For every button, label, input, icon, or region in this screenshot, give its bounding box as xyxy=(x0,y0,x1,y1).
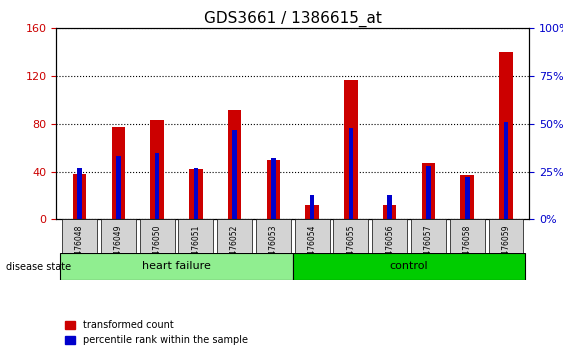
Bar xyxy=(111,127,125,219)
FancyBboxPatch shape xyxy=(62,219,97,253)
FancyBboxPatch shape xyxy=(256,219,291,253)
Text: heart failure: heart failure xyxy=(142,261,211,272)
Text: GSM476054: GSM476054 xyxy=(307,224,316,271)
Bar xyxy=(271,158,276,219)
Bar xyxy=(499,52,513,219)
FancyBboxPatch shape xyxy=(60,253,293,280)
Text: GSM476055: GSM476055 xyxy=(346,224,355,271)
Bar xyxy=(150,120,164,219)
Text: GSM476050: GSM476050 xyxy=(153,224,162,271)
Bar xyxy=(194,168,198,219)
Bar xyxy=(267,160,280,219)
Bar xyxy=(422,163,435,219)
Text: GSM476049: GSM476049 xyxy=(114,224,123,271)
FancyBboxPatch shape xyxy=(333,219,368,253)
Title: GDS3661 / 1386615_at: GDS3661 / 1386615_at xyxy=(204,11,382,27)
Bar xyxy=(228,110,242,219)
Bar xyxy=(465,177,470,219)
Bar xyxy=(77,168,82,219)
Legend: transformed count, percentile rank within the sample: transformed count, percentile rank withi… xyxy=(61,316,252,349)
Bar xyxy=(461,175,474,219)
FancyBboxPatch shape xyxy=(140,219,175,253)
Text: control: control xyxy=(390,261,428,272)
Bar xyxy=(116,156,120,219)
Bar xyxy=(73,174,86,219)
Text: GSM476058: GSM476058 xyxy=(463,224,472,271)
Text: GSM476052: GSM476052 xyxy=(230,224,239,271)
Text: disease state: disease state xyxy=(6,262,71,272)
Text: GSM476048: GSM476048 xyxy=(75,224,84,271)
Text: GSM476051: GSM476051 xyxy=(191,224,200,271)
FancyBboxPatch shape xyxy=(101,219,136,253)
Bar xyxy=(383,205,396,219)
Text: GSM476057: GSM476057 xyxy=(424,224,433,271)
FancyBboxPatch shape xyxy=(178,219,213,253)
FancyBboxPatch shape xyxy=(450,219,485,253)
Bar xyxy=(344,80,358,219)
Text: GSM476053: GSM476053 xyxy=(269,224,278,271)
Bar xyxy=(233,130,237,219)
Bar xyxy=(504,122,508,219)
Bar xyxy=(348,128,353,219)
Bar xyxy=(426,166,431,219)
FancyBboxPatch shape xyxy=(217,219,252,253)
Bar xyxy=(189,169,203,219)
Bar xyxy=(305,205,319,219)
Bar xyxy=(310,195,315,219)
Bar xyxy=(387,195,392,219)
FancyBboxPatch shape xyxy=(489,219,524,253)
FancyBboxPatch shape xyxy=(294,219,329,253)
Bar xyxy=(155,153,159,219)
Text: GSM476059: GSM476059 xyxy=(502,224,511,271)
FancyBboxPatch shape xyxy=(411,219,446,253)
FancyBboxPatch shape xyxy=(372,219,407,253)
Text: GSM476056: GSM476056 xyxy=(385,224,394,271)
FancyBboxPatch shape xyxy=(293,253,525,280)
